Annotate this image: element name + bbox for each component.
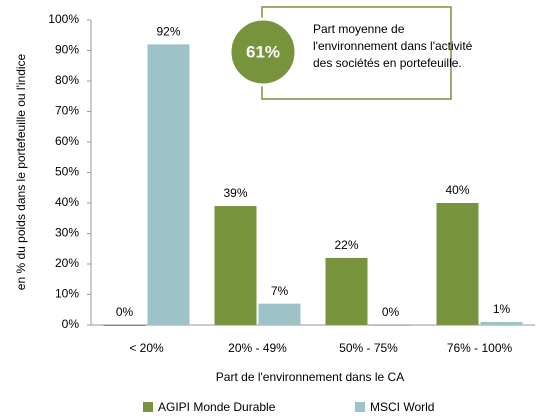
x-axis-title: Part de l'environnement dans le CA bbox=[216, 370, 404, 384]
annotation-line: des sociétés en portefeuille. bbox=[313, 56, 462, 70]
y-tick-label: 30% bbox=[55, 226, 79, 240]
y-tick-label: 20% bbox=[55, 256, 79, 270]
highlight-value: 61% bbox=[246, 42, 280, 61]
value-label: 7% bbox=[271, 284, 289, 298]
y-tick-label: 60% bbox=[55, 134, 79, 148]
highlight-circle bbox=[228, 17, 298, 87]
bar bbox=[369, 325, 412, 326]
y-tick-label: 90% bbox=[55, 43, 79, 57]
bar bbox=[436, 203, 479, 325]
bar bbox=[480, 321, 523, 325]
bar bbox=[103, 325, 146, 326]
x-tick-label: < 20% bbox=[129, 341, 164, 355]
bar bbox=[214, 206, 257, 325]
legend-swatch bbox=[143, 402, 153, 412]
y-axis-title: en % du poids dans le portefeuille ou l'… bbox=[14, 53, 28, 290]
value-label: 40% bbox=[445, 183, 469, 197]
y-tick-label: 10% bbox=[55, 287, 79, 301]
bar bbox=[258, 303, 301, 325]
annotation-line: Part moyenne de bbox=[313, 22, 405, 36]
value-label: 0% bbox=[116, 305, 134, 319]
x-tick-label: 50% - 75% bbox=[339, 341, 398, 355]
bar bbox=[325, 257, 368, 325]
legend-label: MSCI World bbox=[370, 400, 434, 414]
legend-label: AGIPI Monde Durable bbox=[158, 400, 276, 414]
y-tick-label: 50% bbox=[55, 165, 79, 179]
legend-swatch bbox=[355, 402, 365, 412]
x-tick-label: 76% - 100% bbox=[447, 341, 513, 355]
y-tick-label: 80% bbox=[55, 73, 79, 87]
y-tick-label: 40% bbox=[55, 195, 79, 209]
y-tick-label: 100% bbox=[48, 12, 79, 26]
value-label: 39% bbox=[223, 186, 247, 200]
annotation-line: l'environnement dans l'activité bbox=[313, 39, 473, 53]
value-label: 1% bbox=[493, 302, 511, 316]
value-label: 92% bbox=[156, 25, 180, 39]
y-tick-label: 0% bbox=[62, 317, 80, 331]
y-tick-label: 70% bbox=[55, 104, 79, 118]
value-label: 0% bbox=[382, 305, 400, 319]
value-label: 22% bbox=[334, 238, 358, 252]
x-tick-label: 20% - 49% bbox=[228, 341, 287, 355]
bar bbox=[147, 44, 190, 326]
